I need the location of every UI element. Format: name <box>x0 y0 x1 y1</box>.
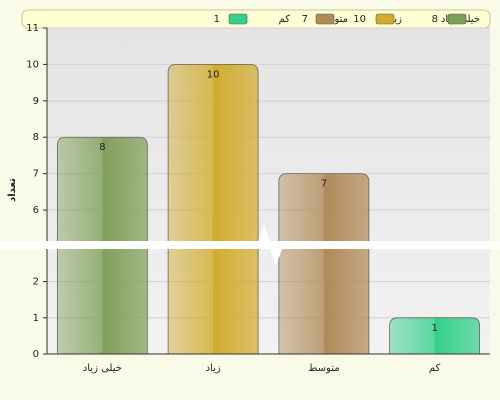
bar <box>278 173 370 355</box>
legend-swatch <box>228 13 248 25</box>
bar <box>389 317 481 355</box>
legend-box <box>21 9 491 29</box>
bar <box>167 64 259 355</box>
legend-label: زیاد <box>387 14 402 25</box>
data-label: 7 <box>321 179 327 190</box>
legend-value: 1 <box>214 14 220 25</box>
y-tick-label: 10 <box>26 59 39 70</box>
data-label: 1 <box>431 323 437 334</box>
legend-label: کم <box>279 14 291 25</box>
legend-value: 10 <box>353 14 366 25</box>
y-tick-label: 1 <box>33 313 39 324</box>
legend-value: 8 <box>432 14 438 25</box>
legend-swatch <box>315 13 335 25</box>
axis-break <box>0 224 500 266</box>
legend-swatch <box>375 13 395 25</box>
x-tick-label: متوسط <box>308 363 339 374</box>
legend-value: 7 <box>302 14 308 25</box>
y-tick-label: 7 <box>33 169 39 180</box>
y-tick-label: 8 <box>33 132 39 143</box>
x-tick-label: خیلی زیاد <box>83 363 122 374</box>
data-label: 8 <box>99 142 105 153</box>
y-tick-label: 9 <box>33 96 39 107</box>
y-tick-label: 2 <box>33 277 39 288</box>
y-tick-label: 6 <box>33 205 39 216</box>
y-axis-label: تعداد <box>7 178 18 202</box>
data-label: 10 <box>207 69 220 80</box>
x-tick-label: زیاد <box>206 363 221 374</box>
y-tick-label: 0 <box>33 349 39 360</box>
y-tick-label: 11 <box>26 23 39 34</box>
x-tick-label: کم <box>429 363 441 374</box>
legend-swatch <box>447 13 467 25</box>
